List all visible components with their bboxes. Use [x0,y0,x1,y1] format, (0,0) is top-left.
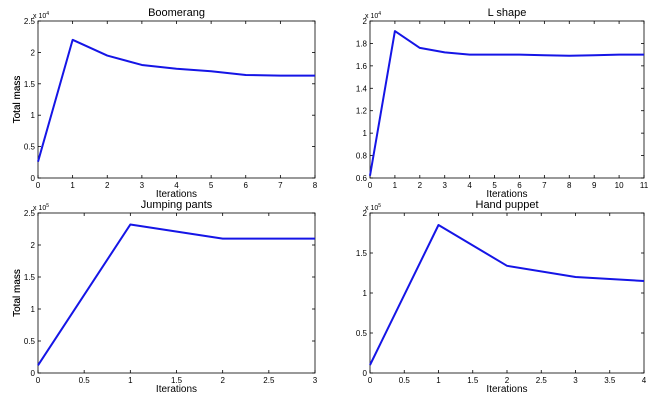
x-tick-label: 5 [209,181,214,190]
x-tick-label: 2 [505,376,510,385]
y-tick-label: 0.5 [24,143,36,152]
x-tick-label: 0 [36,376,41,385]
y-tick-label: 0.5 [356,329,368,338]
x-axis-label: Iterations [486,384,527,395]
x-tick-label: 1 [393,181,398,190]
y-tick-label: 0 [31,174,36,183]
x-tick-label: 4 [174,181,179,190]
chart-title: Jumping pants [141,199,213,211]
y-tick-label: 1.8 [356,39,368,48]
x-tick-label: 2 [220,376,225,385]
y-tick-label: 1 [31,305,36,314]
y-tick-label: 2 [31,48,36,57]
x-tick-label: 8 [567,181,572,190]
x-tick-label: 0 [368,181,373,190]
chart-title: Boomerang [148,7,205,19]
x-tick-label: 5 [492,181,497,190]
chart-panel-2: 0 1 2 3 4 5 6 7 8 9 10 110.60.811.21.41.61.82x 104 L… [12,7,649,200]
x-tick-label: 3.5 [604,376,616,385]
axes-box [37,20,316,179]
x-axis-label: Iterations [486,189,527,200]
axis-multiplier: x 104 [33,11,49,20]
x-tick-label: 1 [436,376,441,385]
y-tick-label: 0 [31,369,36,378]
x-tick-label: 6 [244,181,249,190]
axis-multiplier: x 104 [365,11,381,20]
x-tick-label: 9 [592,181,597,190]
x-tick-label: 3 [443,181,448,190]
y-tick-label: 1.2 [356,107,368,116]
data-series-line [369,30,644,176]
chart-panel-4: 0 0.5 1 1.5 2 2.5 3 3.5 400.511.52x 105 Hand pupp… [12,199,647,395]
y-tick-label: 0.5 [24,337,36,346]
x-tick-label: 11 [640,181,649,190]
y-tick-label: 0 [363,369,368,378]
y-tick-label: 2.5 [24,209,36,218]
y-tick-label: 1.6 [356,62,368,71]
x-tick-label: 2 [105,181,110,190]
axes-box [37,212,316,374]
x-tick-label: 2.5 [536,376,548,385]
y-axis-label: Total mass [12,269,23,317]
x-tick-label: 3 [573,376,578,385]
x-axis-label: Iterations [156,384,197,395]
x-tick-label: 7 [542,181,547,190]
x-tick-label: 10 [615,181,624,190]
axis-multiplier: x 105 [33,203,49,212]
axes-box [369,20,645,179]
axis-multiplier: x 105 [365,203,381,212]
x-tick-label: 3 [140,181,145,190]
y-tick-label: 2.5 [24,17,36,26]
y-tick-label: 1.5 [24,273,36,282]
x-tick-label: 4 [642,376,647,385]
y-tick-label: 1.4 [356,84,368,93]
chart-title: Hand puppet [476,199,539,211]
x-tick-label: 2 [418,181,423,190]
x-tick-label: 1 [70,181,75,190]
y-tick-label: 0.8 [356,152,368,161]
y-tick-label: 0.6 [356,174,368,183]
x-tick-label: 6 [517,181,522,190]
x-tick-label: 4 [467,181,472,190]
y-tick-label: 2 [363,17,368,26]
x-axis-label: Iterations [156,189,197,200]
y-tick-label: 1 [31,111,36,120]
data-series-line [369,224,645,366]
x-tick-label: 2.5 [263,376,275,385]
x-tick-label: 7 [278,181,283,190]
y-axis-label: Total mass [12,269,23,317]
chart-panel-3: 0 0.5 1 1.5 2 2.5 300.511.522.5x 105 Jumping pa… [12,199,318,395]
chart-panel-1: 0 1 2 3 4 5 6 7 8 0 0.5 1 1.5 2 2.5x 104 Boomerang Itera… [12,7,318,200]
x-tick-label: 8 [313,181,318,190]
axes-box [369,212,645,374]
x-tick-label: 1.5 [171,376,183,385]
chart-title: L shape [488,7,527,19]
x-tick-label: 1.5 [467,376,479,385]
y-axis-label: Total mass [12,76,23,124]
y-tick-label: 2 [31,241,36,250]
data-series-line [37,38,315,162]
y-axis-label: Total mass [12,76,23,124]
x-tick-label: 0.5 [79,376,91,385]
data-series-line [37,223,315,366]
y-tick-label: 2 [363,209,368,218]
x-tick-label: 0 [368,376,373,385]
y-tick-label: 1 [363,289,368,298]
x-tick-label: 1 [128,376,133,385]
x-tick-label: 3 [313,376,318,385]
y-tick-label: 1.5 [24,80,36,89]
y-tick-label: 1 [363,129,368,138]
x-tick-label: 0.5 [399,376,411,385]
y-tick-label: 1.5 [356,249,368,258]
x-tick-label: 0 [36,181,41,190]
